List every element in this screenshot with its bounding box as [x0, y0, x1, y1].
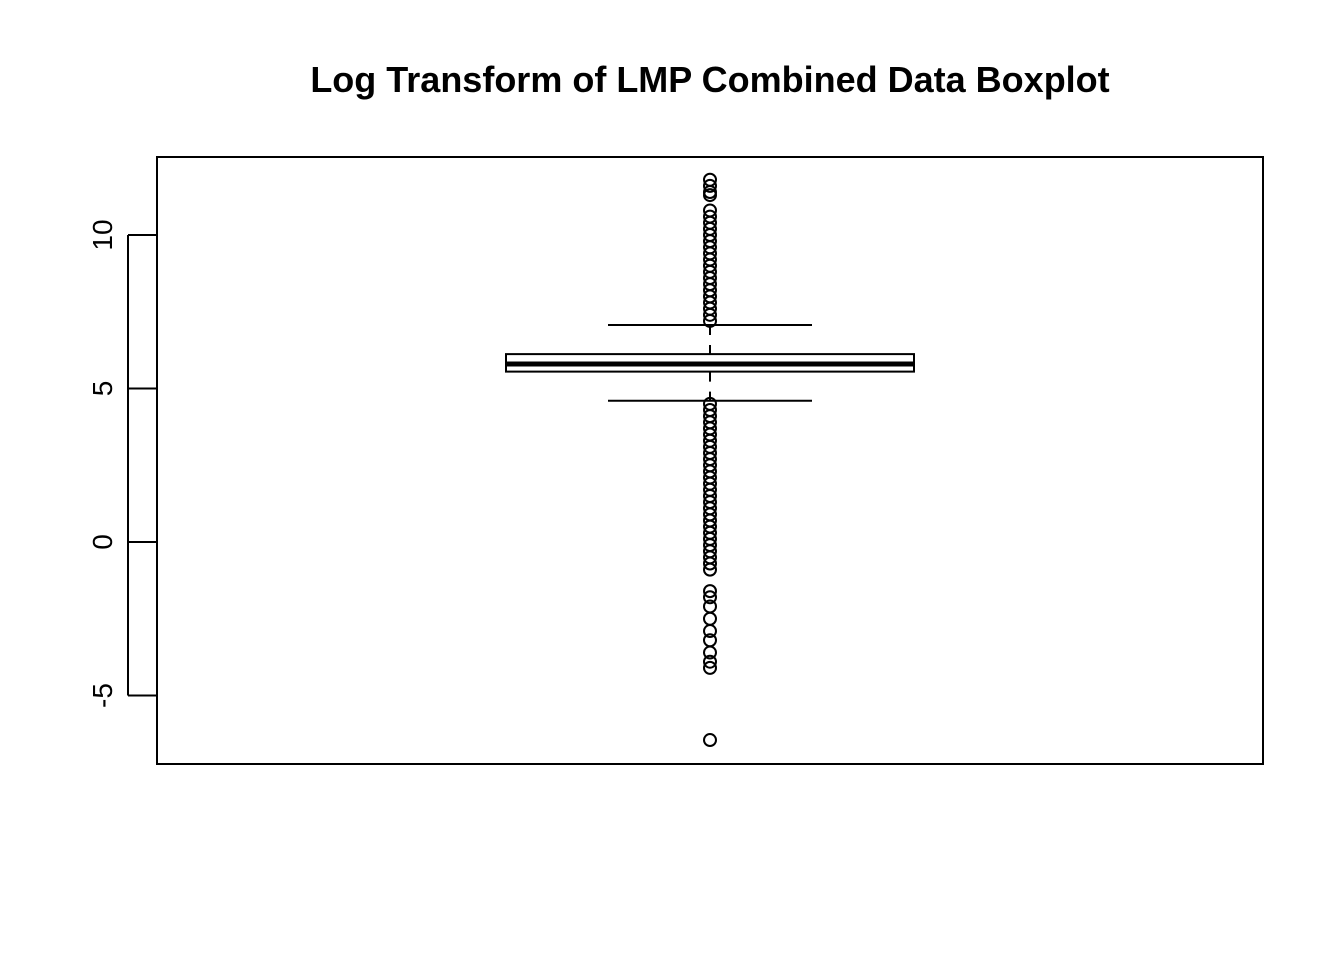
outlier-point [703, 733, 717, 748]
outlier-point [703, 307, 717, 322]
y-tick-label: 5 [87, 381, 118, 397]
outlier-point [703, 188, 717, 203]
outlier-point [703, 660, 717, 675]
outlier-point [703, 178, 717, 193]
y-tick-label: -5 [87, 683, 118, 708]
outlier-point [703, 645, 717, 660]
y-axis: 10 5 0 -5 [87, 219, 157, 708]
plot-frame [156, 156, 1264, 765]
outlier-point [703, 562, 717, 577]
outlier-point [703, 584, 717, 599]
outlier-point [703, 590, 717, 605]
outlier-point [703, 611, 717, 626]
outlier-point [703, 313, 717, 328]
chart-title: Log Transform of LMP Combined Data Boxpl… [310, 59, 1109, 100]
y-tick-label: 10 [87, 219, 118, 250]
box-group [505, 323, 915, 402]
outlier-point [703, 556, 717, 571]
outlier-points [703, 172, 717, 748]
outlier-point [703, 654, 717, 669]
y-tick-label: 0 [87, 534, 118, 550]
outlier-point [703, 624, 717, 639]
